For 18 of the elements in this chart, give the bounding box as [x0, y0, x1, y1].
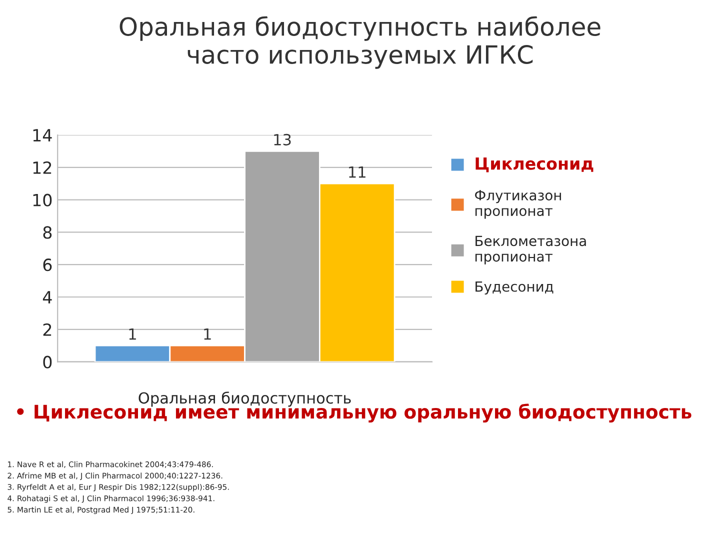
- data-label: 1: [204, 328, 211, 340]
- data-label: 1: [129, 328, 136, 340]
- legend-label: Флутиказон пропионат: [475, 190, 561, 219]
- y-tick-label: 4: [42, 291, 52, 304]
- y-tick-label: 2: [43, 323, 52, 336]
- y-tick-label: 10: [33, 194, 52, 206]
- legend-label: Беклометазона пропионат: [475, 236, 586, 264]
- y-tick-label: 14: [33, 129, 52, 142]
- legend-label: Циклесонид: [476, 157, 594, 172]
- data-label: 13: [274, 134, 291, 146]
- y-tick-label: 8: [43, 226, 52, 239]
- y-tick-label: 6: [43, 258, 52, 272]
- x-tick-label: Оральная биодоступность: [138, 392, 351, 407]
- legend-label: Будесонид: [476, 281, 554, 294]
- y-tick-label: 12: [33, 161, 52, 174]
- chart-title: Оральная биодоступность наиболее часто используемых ИГКС: [120, 16, 600, 69]
- y-tick-label: 0: [43, 356, 52, 368]
- data-label: 11: [349, 166, 366, 178]
